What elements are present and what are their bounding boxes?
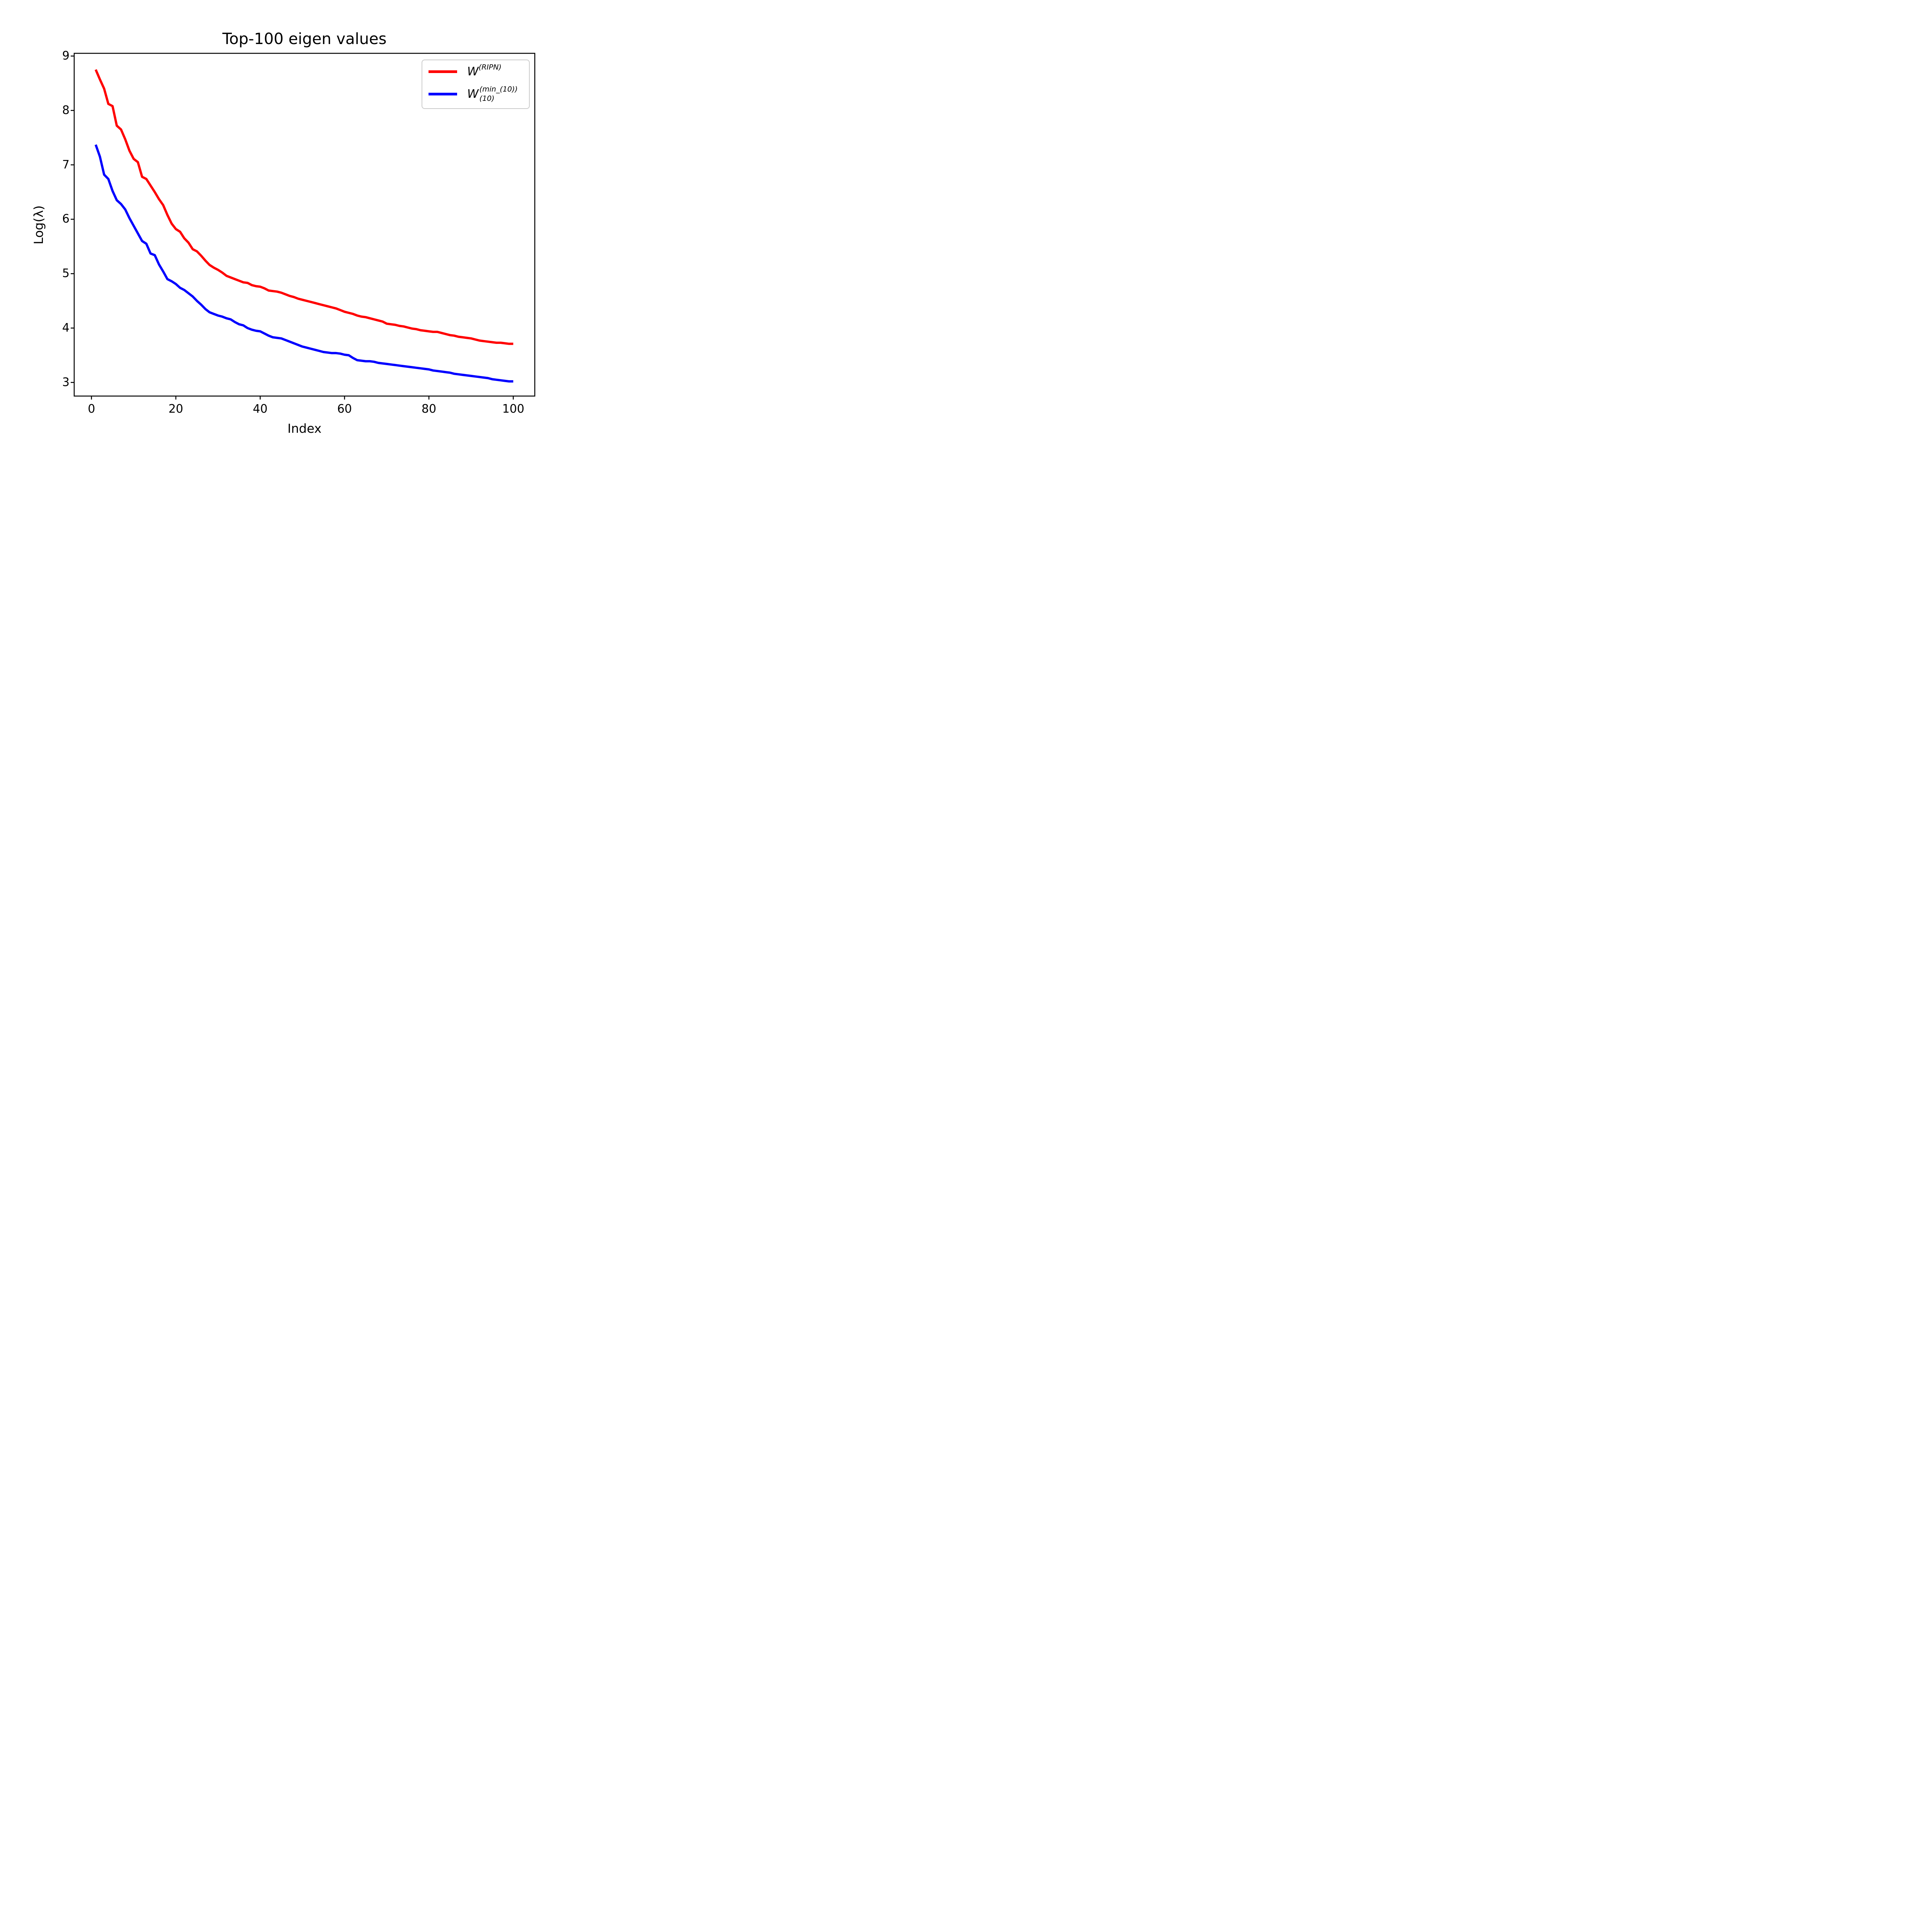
y-tick-label: 8 (62, 103, 70, 117)
axes-spines (73, 53, 536, 397)
legend-label-min10: W (min_(10)) (10) (467, 85, 518, 103)
plot-area-svg (71, 53, 536, 400)
chart-title: Top-100 eigen values (222, 30, 387, 48)
legend-item-min10: W (min_(10)) (10) (426, 85, 525, 104)
y-tick-label: 7 (62, 158, 70, 172)
x-tick-label: 0 (88, 402, 95, 416)
x-tick-label: 20 (168, 402, 184, 416)
legend-label-ripn: W (RIPN) (467, 63, 502, 79)
y-tick-label: 9 (62, 49, 70, 63)
legend-item-ripn: W (RIPN) (426, 63, 525, 79)
figure: Top-100 eigen values Index Log(λ) 0 20 40 6… (0, 0, 594, 445)
legend: W (RIPN) W (min_(10)) (10) (422, 60, 530, 109)
red-line-icon (429, 70, 457, 73)
series-line-ripn (94, 69, 514, 345)
y-tick-label: 5 (62, 267, 70, 281)
series-line-min10 (94, 144, 514, 383)
y-tick-label: 4 (62, 321, 70, 335)
x-tick-label: 80 (421, 402, 437, 416)
y-tick-label: 6 (62, 212, 70, 226)
y-tick-label: 3 (62, 375, 70, 389)
blue-line-icon (429, 93, 457, 96)
x-tick-label: 40 (253, 402, 268, 416)
x-tick-label: 60 (337, 402, 352, 416)
x-tick-label: 100 (502, 402, 524, 416)
x-axis-label: Index (287, 421, 322, 436)
